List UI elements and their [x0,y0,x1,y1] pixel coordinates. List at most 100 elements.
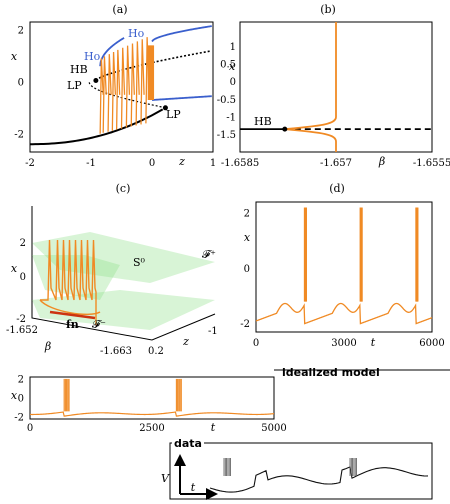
x-tick-a-2: 0 [149,158,155,169]
z-axis-label-c: z [182,335,189,348]
x-tick-b-1: -1.657 [320,158,352,169]
beta-tick-c-1: -1.652 [6,325,38,336]
spiking-orbit-7 [130,43,135,127]
x-tick-a-3: 1 [210,158,216,169]
y-axis-label-a: x [11,50,18,63]
y-tick-d-0: 2 [244,209,250,220]
y-tick-idealized-0: 2 [18,374,24,385]
annotation-lp-upper: LP [67,79,82,92]
x-tick-b-2: -1.6555 [413,158,450,169]
y-tick-b-5: -1.5 [217,130,236,141]
title-idealized: idealized model [282,366,380,379]
y-tick-a-2: -2 [14,129,24,140]
spiking-orbit-2 [107,54,112,132]
panel-label-d: (d) [329,182,345,195]
annotation-f-plus: 𝓕⁺ [202,248,216,261]
beta-axis-label-c: β [44,340,51,353]
x-axis-label-a: z [178,155,185,168]
y-tick-b-3: -0.5 [217,95,236,106]
annotation-s0: S⁰ [133,256,146,269]
fold-curve-fn [49,310,96,320]
annotation-f-minus: 𝓕⁻ [92,318,106,331]
t-arrow-head [206,488,218,500]
x-tick-idealized-2: 5000 [261,423,286,434]
spiking-orbit-9 [140,39,145,125]
panel-label-b: (b) [320,3,336,16]
panel-c: (c) 2 0 -2 -1.652 -1.663 0.2 -1 x β z S⁰… [6,182,218,357]
y-axis-label-b: x [229,60,236,73]
x-axis-label-b: β [378,155,385,168]
x-axis-label-d: t [371,336,376,349]
axes-frame-idealized [29,376,275,420]
y-tick-a-0: 2 [18,25,24,36]
hb-point-b [282,126,288,132]
y-axis-label-idealized: x [11,389,18,402]
y-tick-b-4: -1 [226,112,236,123]
panel-label-c: (c) [116,182,131,195]
y-tick-b-0: 1 [230,42,236,53]
spiking-orbit-8 [135,41,140,126]
y-tick-c-0: 0 [20,272,26,283]
beta-tick-c-2: -1.663 [100,346,132,357]
y-tick-idealized-1: 0 [18,394,24,405]
y-axis-label-data: V [161,472,170,485]
spiking-orbit-6 [125,45,131,128]
annotation-ho-left: Ho [84,50,101,63]
data-trace [209,466,429,493]
title-bg-data [172,436,204,448]
y-tick-idealized-2: -2 [14,413,24,424]
annotation-ho-right: Ho [128,27,145,40]
x-axis-label-idealized: t [211,421,216,434]
lower-stable-branch [29,108,164,146]
hb-point-a [93,78,99,83]
x-tick-a-1: -1 [86,158,96,169]
unstable-fold-branch [88,82,166,109]
y-tick-d-1: 0 [244,264,250,275]
surface-f-minus [32,290,215,330]
y-axis-label-d: x [244,231,251,244]
spiking-orbit-4 [115,49,121,130]
time-series-idealized [29,411,275,417]
y-tick-c-2: 2 [20,238,26,249]
y-tick-b-2: 0 [230,77,236,88]
x-tick-b-0: -1.6585 [221,158,259,169]
x-axis-label-data: t [191,481,196,494]
v-arrow-head [174,454,186,466]
annotation-hb-b: HB [254,115,272,128]
y-tick-c-neg2: -2 [16,314,26,325]
x-tick-d-1: 3000 [331,338,356,349]
x-tick-d-0: 0 [253,338,259,349]
annotation-lp-lower: LP [166,108,181,121]
annotation-hb-a: HB [70,63,88,76]
x-tick-a-0: -2 [25,158,35,169]
time-series-d [255,302,433,325]
y-tick-a-1: 0 [18,77,24,88]
z-tick-c-2: -1 [208,326,218,337]
axes-frame-a [29,21,214,153]
periodic-max-b [284,22,337,131]
slow-return-c [39,299,101,315]
x-tick-d-2: 6000 [419,338,444,349]
y-axis-label-c: x [11,262,18,275]
spiking-orbit-3 [111,51,117,131]
title-data: data [174,437,202,450]
lp-point-lower [162,105,168,111]
spiking-orbit-1 [102,56,107,133]
axes-frame-data [169,442,433,500]
z-tick-c-1: 0.2 [148,346,164,357]
axes-frame-d [255,201,433,333]
trajectory-c [40,239,97,325]
periodic-max-branch-right [151,25,212,43]
periodic-min-branch-right [151,95,212,101]
y-tick-b-1: 0.5 [220,60,236,71]
periodic-min-b [284,128,337,152]
x-tick-idealized-1: 2500 [139,423,164,434]
panel-a: (a) -2 -1 0 1 2 0 -2 x z Ho Ho HB LP LP [11,3,216,169]
annotation-fn: fn [66,318,79,331]
periodic-max-branch-left [99,37,125,67]
surface-f-plus [32,232,215,283]
panel-b: (b) -1.6585 -1.657 -1.655510.50-0.5-1-1.5 … [217,3,450,169]
y-tick-d-2: -2 [240,319,250,330]
